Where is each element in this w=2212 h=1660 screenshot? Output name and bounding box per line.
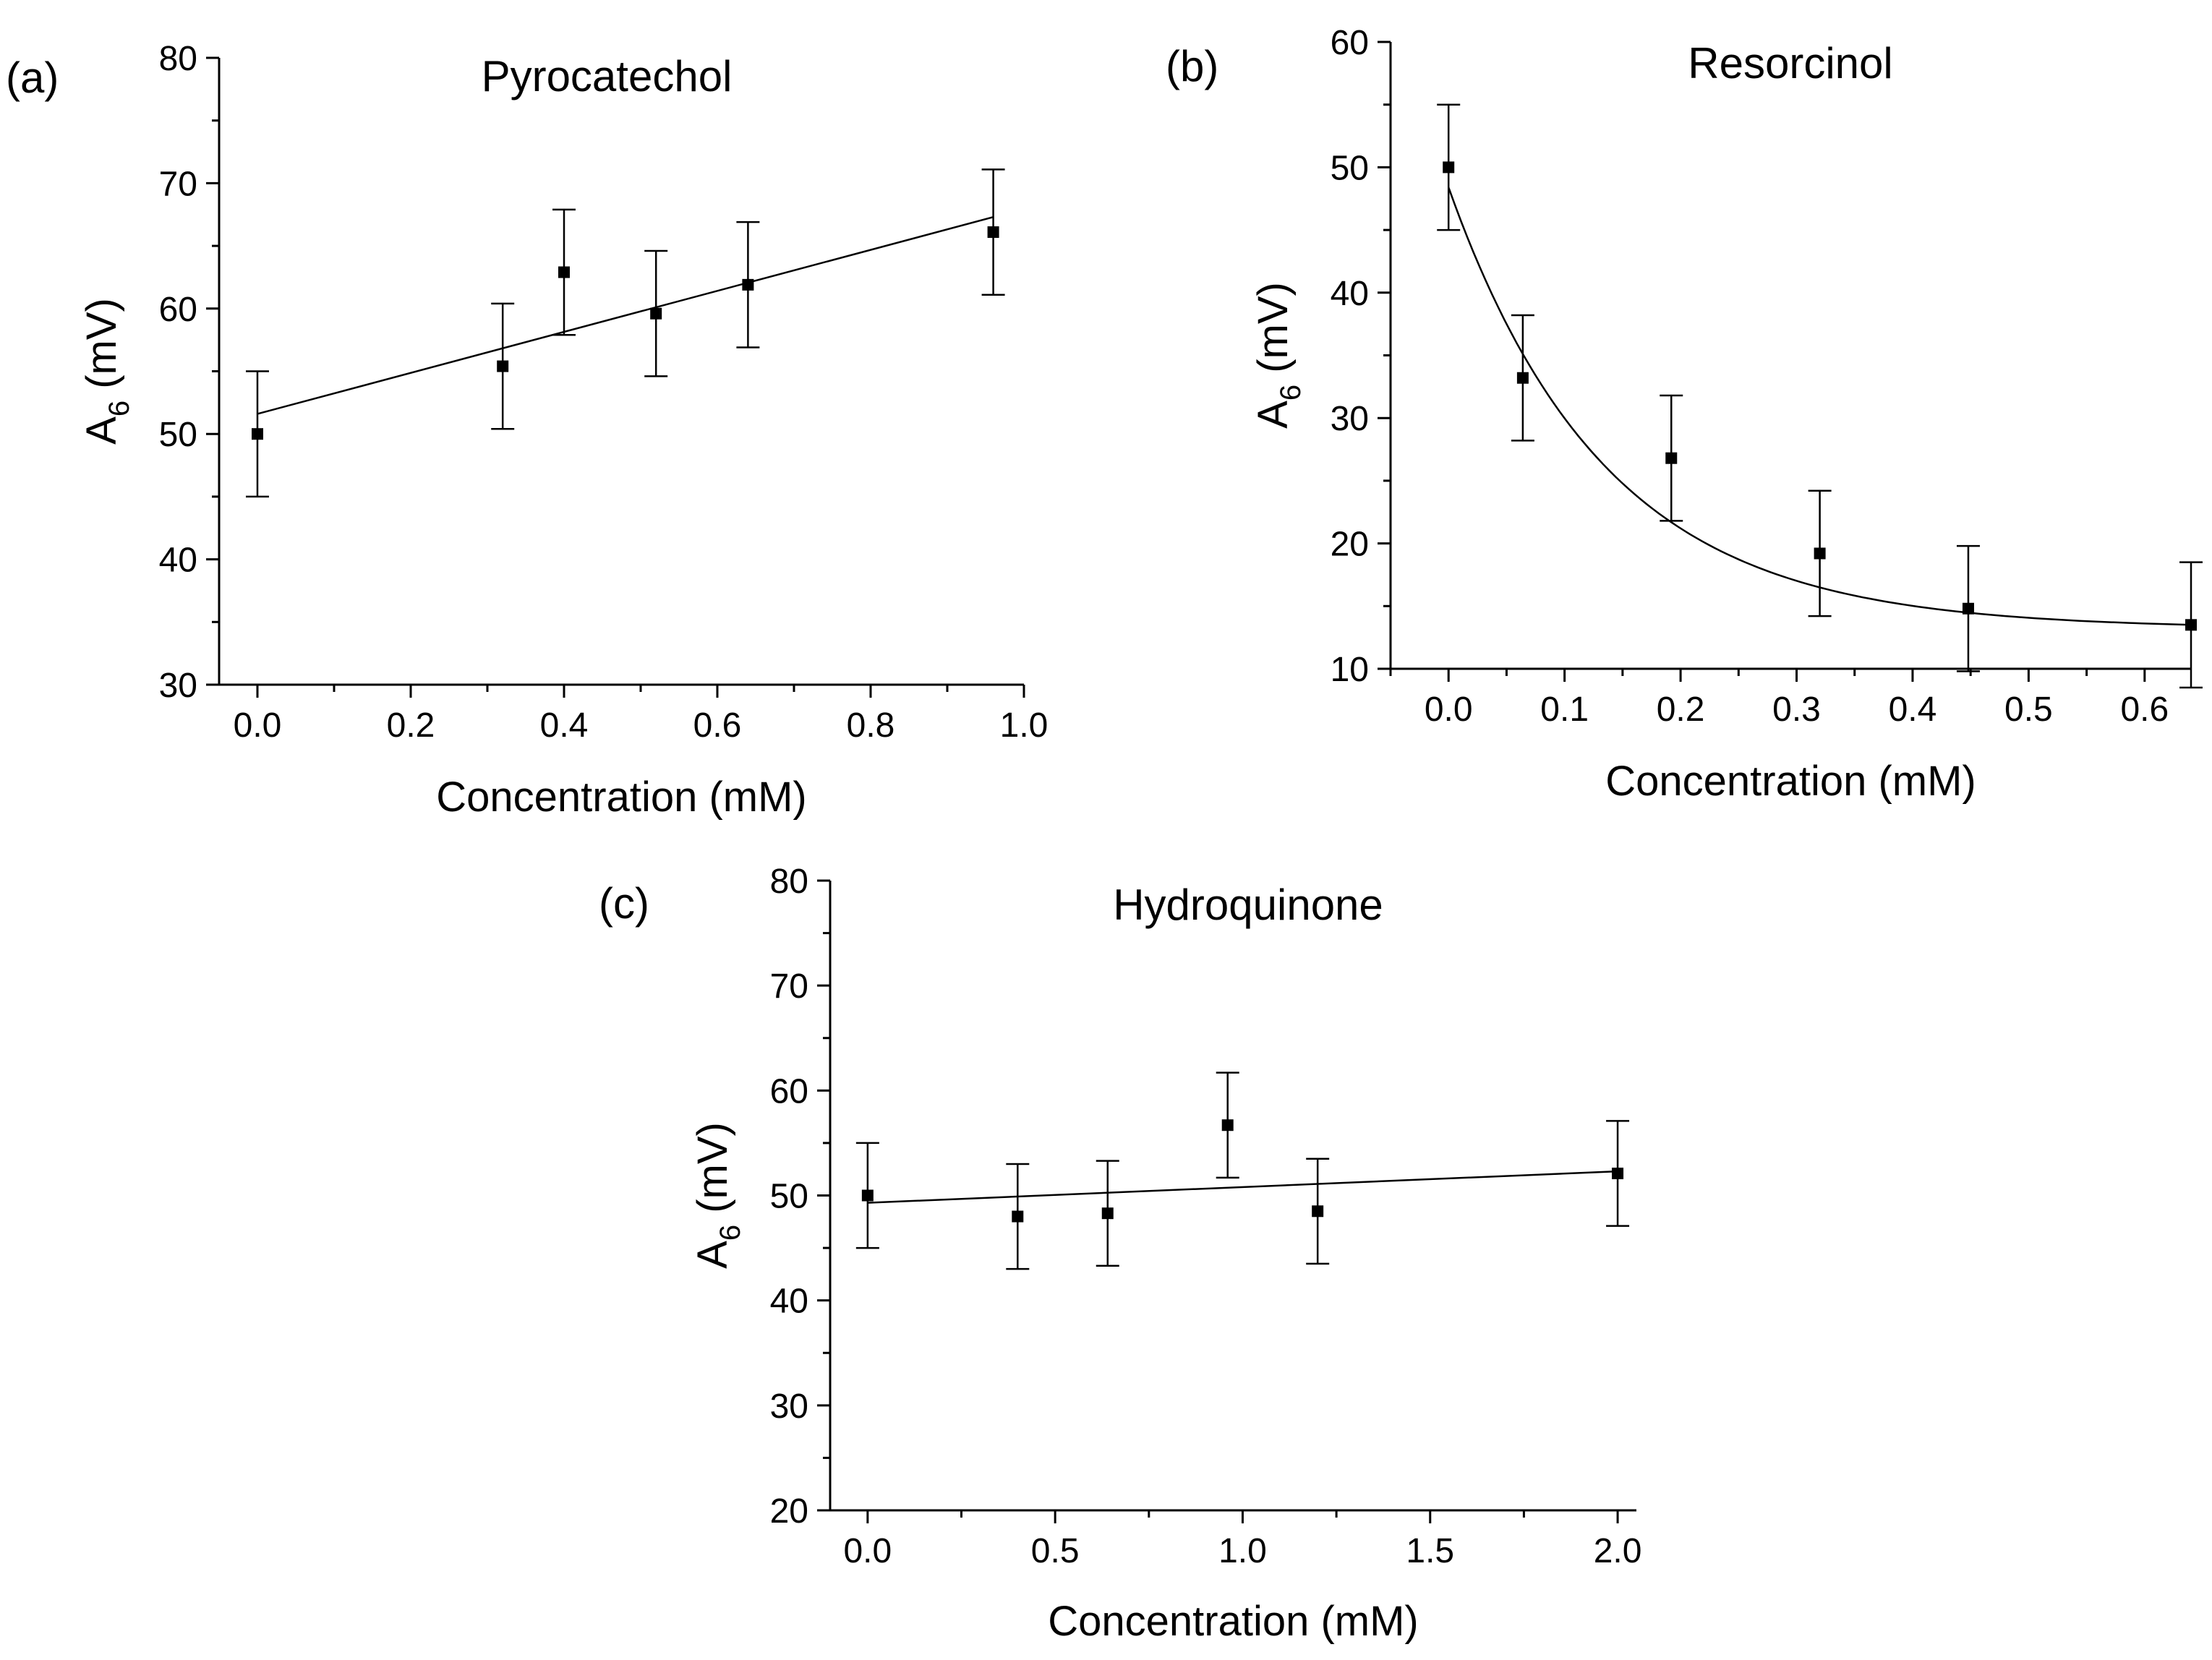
chart-title: Pyrocatechol [482, 52, 733, 100]
x-tick-label: 0.0 [234, 706, 282, 745]
y-tick-label: 40 [1331, 275, 1369, 313]
data-point [742, 278, 754, 291]
panel-label: (c) [599, 879, 649, 928]
x-tick-label: 0.3 [1772, 690, 1821, 729]
fit-line [257, 216, 994, 415]
fit-line [867, 1170, 1618, 1204]
x-axis-label: Concentration (mM) [436, 774, 806, 821]
data-point [1312, 1205, 1324, 1218]
data-point [2185, 619, 2197, 631]
x-tick-label: 0.1 [1540, 690, 1589, 729]
y-tick-label: 70 [770, 967, 808, 1006]
x-tick-label: 1.5 [1406, 1532, 1454, 1570]
panel-b-resorcinol: 0.0 0.1 0.2 0.3 0.4 0.5 0.6 10 20 30 40 50 60 (b) Reso… [1166, 24, 2203, 805]
y-axis-label-main: A [1250, 401, 1297, 429]
data-point [1665, 452, 1678, 464]
y-tick-label: 60 [770, 1072, 808, 1111]
y-axis-label-subscript: 6 [103, 401, 135, 416]
x-tick-label: 0.4 [540, 706, 589, 745]
y-axis-label: A6 (mV) [78, 298, 135, 445]
data-point [1962, 602, 1974, 615]
data-point [1612, 1168, 1624, 1180]
y-tick-label: 40 [159, 542, 197, 580]
x-tick-label: 0.2 [387, 706, 435, 745]
y-tick-label: 30 [1331, 400, 1369, 438]
y-tick-label: 50 [770, 1178, 808, 1216]
y-tick-label: 80 [159, 40, 197, 78]
y-tick-label: 30 [770, 1387, 808, 1426]
x-tick-label: 0.5 [1031, 1532, 1080, 1570]
data-point [861, 1189, 874, 1202]
data-point [497, 360, 509, 372]
y-tick-label: 60 [1331, 24, 1369, 62]
y-tick-label: 80 [770, 863, 808, 901]
data-point [1101, 1207, 1114, 1220]
x-tick-label: 1.0 [1000, 706, 1049, 745]
panel-c-hydroquinone: 0.0 0.5 1.0 1.5 2.0 20 30 40 50 60 70 80 (c) Hydroqui… [599, 863, 1641, 1645]
y-axis-label-subscript: 6 [1275, 385, 1307, 401]
y-tick-label: 10 [1331, 651, 1369, 689]
y-axis-label-main: A [78, 416, 125, 445]
x-tick-label: 0.8 [847, 706, 895, 745]
data-point [1443, 161, 1455, 174]
data-point [1814, 547, 1826, 560]
y-tick-label: 50 [159, 416, 197, 454]
x-tick-label: 0.4 [1889, 690, 1937, 729]
data-point [650, 307, 662, 320]
data-point [252, 428, 263, 440]
y-tick-label: 30 [159, 667, 197, 705]
x-tick-label: 0.6 [693, 706, 742, 745]
y-axis-label: A6 (mV) [689, 1122, 746, 1269]
x-tick-label: 2.0 [1594, 1532, 1642, 1570]
y-axis-label-unit: (mV) [1250, 282, 1297, 385]
y-axis-label-unit: (mV) [78, 298, 125, 401]
data-point [558, 266, 570, 278]
data-point [1516, 372, 1529, 384]
panel-label: (b) [1166, 42, 1218, 90]
y-axis-label-subscript: 6 [714, 1225, 746, 1241]
x-tick-label: 0.6 [2120, 690, 2169, 729]
x-tick-label: 1.0 [1218, 1532, 1267, 1570]
x-tick-label: 0.5 [2004, 690, 2053, 729]
y-axis-label: A6 (mV) [1250, 282, 1307, 429]
y-tick-label: 20 [770, 1492, 808, 1531]
chart-title: Hydroquinone [1113, 881, 1383, 929]
x-axis-label: Concentration (mM) [1605, 758, 1976, 805]
y-axis-label-unit: (mV) [689, 1122, 736, 1225]
x-tick-label: 0.0 [1425, 690, 1473, 729]
x-tick-label: 0.0 [843, 1532, 892, 1570]
panel-label: (a) [6, 54, 59, 102]
data-point [1012, 1210, 1024, 1223]
y-tick-label: 20 [1331, 526, 1369, 564]
data-point [1221, 1119, 1234, 1131]
panel-a-pyrocatechol: 0.0 0.2 0.4 0.6 0.8 1.0 30 40 50 60 70 80 (a) Pyrocat… [6, 40, 1048, 821]
y-tick-label: 50 [1331, 149, 1369, 187]
chart-title: Resorcinol [1688, 39, 1892, 87]
y-axis-label-main: A [689, 1241, 736, 1269]
x-axis-label: Concentration (mM) [1048, 1598, 1418, 1645]
data-point [987, 226, 999, 239]
y-tick-label: 60 [159, 291, 197, 329]
y-tick-label: 70 [159, 165, 197, 203]
y-tick-label: 40 [770, 1283, 808, 1321]
x-tick-label: 0.2 [1657, 690, 1705, 729]
